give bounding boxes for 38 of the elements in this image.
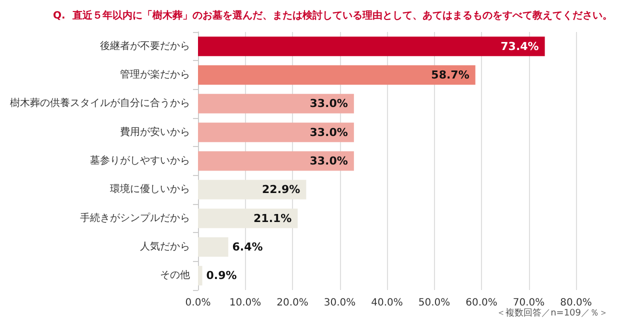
- y-tick-label: その他: [160, 269, 190, 282]
- bar: [198, 266, 202, 286]
- data-label: 33.0%: [310, 154, 348, 168]
- x-tick-label: 30.0%: [324, 298, 356, 308]
- x-tick-label: 0.0%: [185, 298, 211, 308]
- data-label: 33.0%: [310, 97, 348, 110]
- x-tick-label: 70.0%: [512, 298, 545, 308]
- chart-title: Q. 直近５年以内に「樹木葬」のお墓を選んだ、または検討している理由として、あてはまるものをすべて教えてください。: [53, 10, 612, 22]
- bar: [198, 122, 354, 142]
- x-tick-label: 10.0%: [229, 298, 262, 308]
- y-tick-label: 管理が楽だから: [120, 68, 190, 80]
- y-tick-label: 人気だから: [140, 242, 190, 252]
- x-tick-label: 80.0%: [560, 298, 592, 308]
- bar: [198, 65, 476, 85]
- bar: [198, 237, 228, 257]
- bar: [198, 180, 306, 200]
- y-tick-label: 費用が安いから: [120, 126, 190, 138]
- bar: [198, 94, 354, 114]
- bar: [198, 36, 545, 56]
- x-tick-label: 40.0%: [371, 298, 403, 308]
- y-tick-label: 環境に優しいから: [110, 183, 190, 196]
- bar: [198, 151, 354, 171]
- x-tick-label: 50.0%: [418, 298, 450, 308]
- y-tick-label: 後継者が不要だから: [100, 40, 190, 52]
- data-label: 33.0%: [310, 126, 348, 139]
- bar: [198, 208, 298, 228]
- data-label: 73.4%: [500, 40, 539, 53]
- y-tick-label: 墓参りがしやすいから: [90, 154, 190, 166]
- y-tick-label: 樹木葬の供養スタイルが自分に合うから: [10, 97, 190, 110]
- y-tick-label: 手続きがシンプルだから: [80, 212, 190, 224]
- x-tick-label: 20.0%: [276, 298, 308, 308]
- data-label: 0.9%: [206, 269, 237, 282]
- data-label: 6.4%: [232, 240, 263, 254]
- data-label: 22.9%: [262, 183, 300, 196]
- data-label: 21.1%: [254, 212, 292, 225]
- text: ＜複数回答／n=109／％＞: [496, 308, 608, 318]
- x-tick-label: 60.0%: [466, 298, 498, 308]
- data-label: 58.7%: [431, 68, 470, 82]
